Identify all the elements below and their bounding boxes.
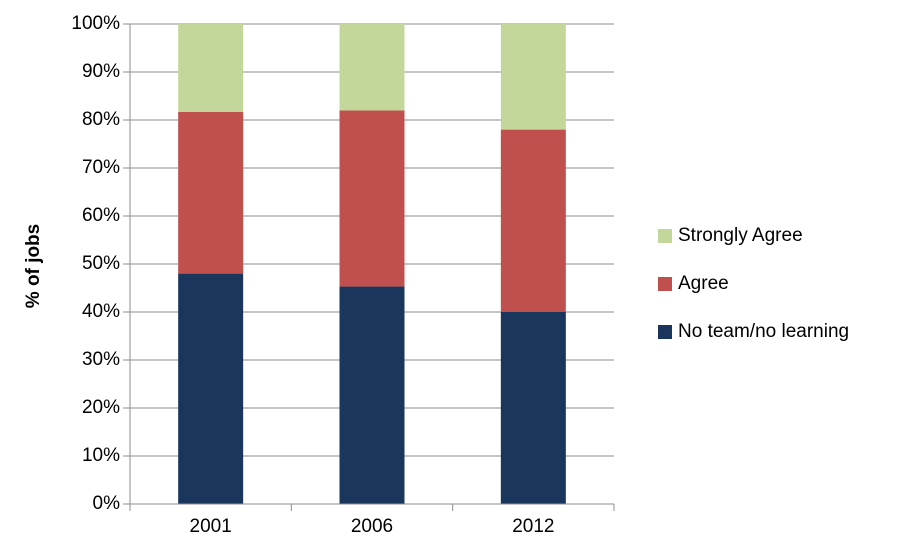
legend-label: Strongly Agree [678,225,803,246]
bar-segment [178,24,244,112]
bars [178,24,566,504]
bar-segment [500,24,566,130]
bar-segment [178,111,244,274]
bar-segment [500,312,566,504]
y-tick-label: 40% [82,301,120,322]
legend-label: Agree [678,273,729,294]
y-tick-label: 70% [82,157,120,178]
legend-swatch [658,325,672,339]
axes [123,23,615,511]
bar-segment [339,286,405,504]
y-tick-label: 100% [71,13,120,34]
y-axis-title: % of jobs [23,224,44,308]
y-tick-label: 30% [82,349,120,370]
x-tick-label: 2006 [351,516,393,537]
y-tick-label: 90% [82,61,120,82]
legend: Strongly Agree Agree No team/no learning [658,225,849,342]
bar-segment [339,24,405,111]
legend-label: No team/no learning [678,321,849,342]
bar-segment [500,129,566,312]
x-tick-label: 2001 [190,516,232,537]
y-tick-label: 50% [82,253,120,274]
legend-swatch [658,229,672,243]
legend-swatch [658,277,672,291]
x-tick-labels: 2001 2006 2012 [190,516,555,537]
y-tick-label: 0% [93,493,121,514]
y-tick-label: 20% [82,397,120,418]
x-tick-label: 2012 [512,516,554,537]
bar-segment [339,110,405,287]
y-tick-label: 80% [82,109,120,130]
y-tick-label: 60% [82,205,120,226]
y-tick-label: 10% [82,445,120,466]
y-tick-labels: 0% 10% 20% 30% 40% 50% 60% 70% 80% 90% 100% [71,13,120,514]
bar-segment [178,273,244,504]
